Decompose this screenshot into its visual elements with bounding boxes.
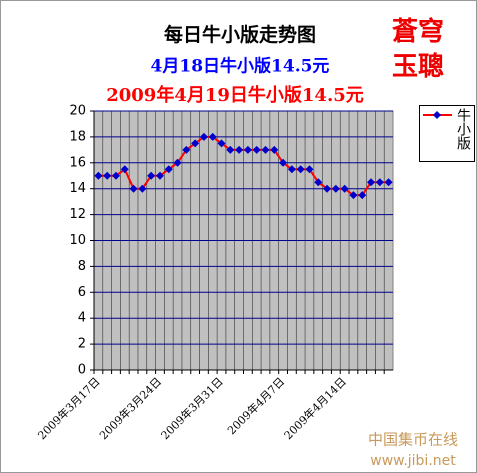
marker <box>349 191 358 200</box>
marker <box>138 184 147 193</box>
marker <box>314 178 323 187</box>
marker <box>147 171 156 180</box>
annotation: 玉聰 <box>392 51 444 82</box>
marker <box>261 145 270 154</box>
y-tick-label: 8 <box>78 259 86 274</box>
marker <box>252 145 261 154</box>
marker <box>279 158 288 167</box>
marker <box>103 171 112 180</box>
annotation: 蒼穹 <box>392 16 444 47</box>
y-tick-label: 14 <box>69 181 86 196</box>
marker <box>191 139 200 148</box>
legend-marker <box>433 111 441 119</box>
subtitle: 2009年4月19日牛小版14.5元 <box>106 84 364 106</box>
marker <box>182 145 191 154</box>
line <box>98 135 389 197</box>
marker <box>208 132 217 141</box>
legend-label: 牛小版 <box>455 108 471 151</box>
marker <box>217 139 226 148</box>
marker <box>155 171 164 180</box>
subtitle: 4月18日牛小版14.5元 <box>151 56 330 77</box>
marker <box>173 158 182 167</box>
y-tick-label: 16 <box>69 155 86 170</box>
marker <box>384 178 393 187</box>
marker <box>375 178 384 187</box>
marker <box>199 132 208 141</box>
y-tick-label: 20 <box>69 104 86 119</box>
y-tick-label: 18 <box>69 129 86 144</box>
marker <box>367 178 376 187</box>
y-tick-label: 2 <box>78 337 86 352</box>
marker <box>94 171 103 180</box>
marker <box>296 165 305 174</box>
marker <box>270 145 279 154</box>
marker <box>164 165 173 174</box>
marker <box>243 145 252 154</box>
y-tick-label: 6 <box>78 285 86 300</box>
watermark: 中国集币在线 <box>368 431 458 449</box>
y-tick-label: 10 <box>69 233 86 248</box>
marker <box>287 165 296 174</box>
marker <box>305 165 314 174</box>
marker <box>358 191 367 200</box>
marker <box>129 184 138 193</box>
marker <box>340 184 349 193</box>
y-tick-label: 12 <box>69 207 86 222</box>
watermark: www.jibi.net <box>370 453 456 469</box>
y-tick-label: 0 <box>78 363 86 378</box>
marker <box>120 165 129 174</box>
marker <box>226 145 235 154</box>
y-tick-label: 4 <box>78 311 86 326</box>
marker <box>331 184 340 193</box>
marker <box>111 171 120 180</box>
chart-title: 每日牛小版走势图 <box>164 23 316 46</box>
marker <box>235 145 244 154</box>
marker <box>323 184 332 193</box>
